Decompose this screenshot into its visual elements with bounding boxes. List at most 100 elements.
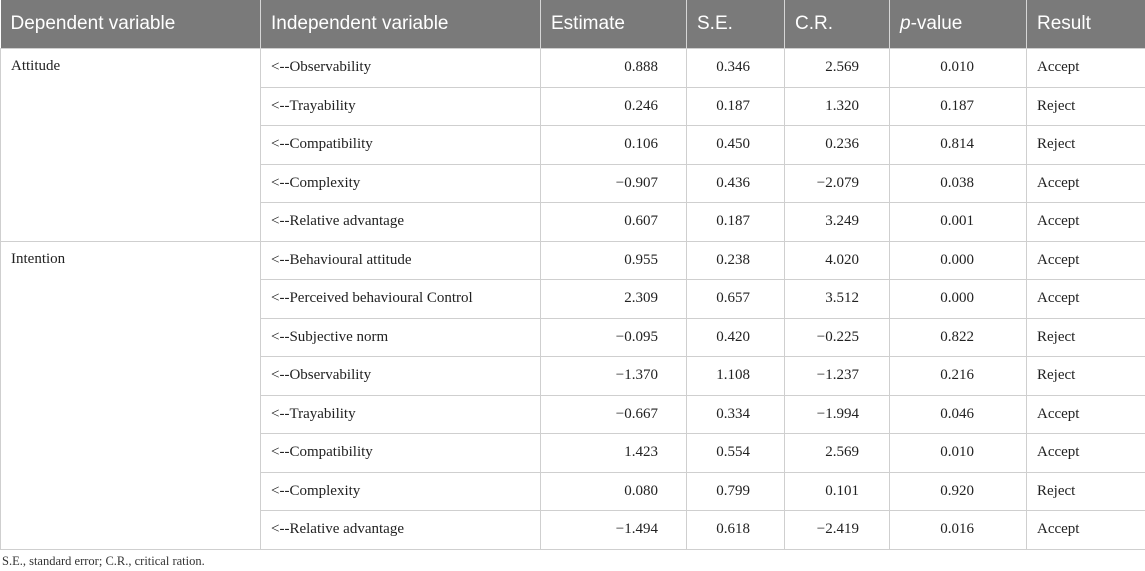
table-header: Dependent variable Independent variable … — [0, 0, 1145, 49]
cr-cell: 3.512 — [784, 279, 890, 319]
header-dependent-variable: Dependent variable — [0, 0, 261, 49]
estimate-cell: 0.246 — [540, 86, 687, 126]
result-cell: Accept — [1026, 48, 1145, 88]
p-value-cell: 0.038 — [889, 163, 1027, 203]
independent-variable-cell: <--Compatibility — [260, 433, 541, 473]
independent-variable-cell: <--Perceived behavioural Control — [260, 279, 541, 319]
p-value-cell: 0.920 — [889, 471, 1027, 511]
dependent-variable-cell: Intention — [0, 240, 261, 550]
cr-cell: 3.249 — [784, 202, 890, 242]
se-cell: 0.554 — [686, 433, 785, 473]
se-cell: 0.346 — [686, 48, 785, 88]
result-cell: Reject — [1026, 356, 1145, 396]
se-cell: 0.238 — [686, 240, 785, 280]
table-row: <--Relative advantage −1.494 0.618 −2.41… — [1, 510, 1145, 550]
p-value-cell: 0.010 — [889, 48, 1027, 88]
cr-cell: −2.419 — [784, 510, 890, 550]
header-p-value: p-value — [889, 0, 1027, 49]
se-cell: 0.799 — [686, 471, 785, 511]
cr-cell: 1.320 — [784, 86, 890, 126]
cr-cell: 4.020 — [784, 240, 890, 280]
result-cell: Accept — [1026, 163, 1145, 203]
estimate-cell: −1.370 — [540, 356, 687, 396]
p-value-cell: 0.046 — [889, 394, 1027, 434]
header-se: S.E. — [686, 0, 785, 49]
table-row: <--Perceived behavioural Control 2.309 0… — [1, 279, 1145, 319]
result-cell: Accept — [1026, 240, 1145, 280]
table-row: <--Trayability −0.667 0.334 −1.994 0.046… — [1, 394, 1145, 434]
p-value-cell: 0.187 — [889, 86, 1027, 126]
p-value-cell: 0.822 — [889, 317, 1027, 357]
table-row: Intention <--Behavioural attitude 0.955 … — [0, 240, 1145, 550]
table-row: <--Relative advantage 0.607 0.187 3.249 … — [1, 202, 1145, 242]
header-row: Dependent variable Independent variable … — [0, 0, 1145, 49]
cr-cell: −0.225 — [784, 317, 890, 357]
independent-variable-cell: <--Trayability — [260, 86, 541, 126]
header-independent-variable: Independent variable — [260, 0, 541, 49]
independent-variable-cell: <--Relative advantage — [260, 510, 541, 550]
result-cell: Accept — [1026, 394, 1145, 434]
independent-variable-cell: <--Observability — [260, 48, 541, 88]
header-cr: C.R. — [784, 0, 890, 49]
estimate-cell: −0.907 — [540, 163, 687, 203]
se-cell: 0.450 — [686, 125, 785, 165]
cr-cell: −1.237 — [784, 356, 890, 396]
p-value-cell: 0.016 — [889, 510, 1027, 550]
independent-variable-cell: <--Complexity — [260, 471, 541, 511]
result-cell: Reject — [1026, 86, 1145, 126]
estimate-cell: 0.607 — [540, 202, 687, 242]
se-cell: 0.618 — [686, 510, 785, 550]
header-estimate: Estimate — [540, 0, 687, 49]
table-row: <--Compatibility 0.106 0.450 0.236 0.814… — [1, 125, 1145, 165]
cr-cell: 0.236 — [784, 125, 890, 165]
header-p-suffix: -value — [910, 13, 963, 34]
result-cell: Reject — [1026, 471, 1145, 511]
cr-cell: −2.079 — [784, 163, 890, 203]
table-row: Attitude <--Observability 0.888 0.346 2.… — [0, 48, 1145, 242]
se-cell: 0.420 — [686, 317, 785, 357]
independent-variable-cell: <--Behavioural attitude — [260, 240, 541, 280]
table-row: <--Subjective norm −0.095 0.420 −0.225 0… — [1, 317, 1145, 357]
header-p-italic: p — [900, 13, 911, 34]
header-result: Result — [1026, 0, 1145, 49]
cr-cell: 0.101 — [784, 471, 890, 511]
dependent-variable-cell: Attitude — [0, 48, 261, 242]
se-cell: 0.334 — [686, 394, 785, 434]
result-cell: Reject — [1026, 317, 1145, 357]
result-cell: Accept — [1026, 279, 1145, 319]
result-cell: Accept — [1026, 510, 1145, 550]
p-value-cell: 0.000 — [889, 240, 1027, 280]
p-value-cell: 0.814 — [889, 125, 1027, 165]
se-cell: 0.657 — [686, 279, 785, 319]
estimate-cell: 0.955 — [540, 240, 687, 280]
se-cell: 0.187 — [686, 86, 785, 126]
estimate-cell: −1.494 — [540, 510, 687, 550]
independent-variable-cell: <--Compatibility — [260, 125, 541, 165]
table-row: <--Compatibility 1.423 0.554 2.569 0.010… — [1, 433, 1145, 473]
estimate-cell: 0.106 — [540, 125, 687, 165]
result-cell: Reject — [1026, 125, 1145, 165]
se-cell: 1.108 — [686, 356, 785, 396]
table-row: <--Complexity 0.080 0.799 0.101 0.920 Re… — [1, 471, 1145, 511]
estimate-cell: 0.080 — [540, 471, 687, 511]
independent-variable-cell: <--Trayability — [260, 394, 541, 434]
cr-cell: −1.994 — [784, 394, 890, 434]
result-cell: Accept — [1026, 202, 1145, 242]
estimate-cell: −0.095 — [540, 317, 687, 357]
se-cell: 0.436 — [686, 163, 785, 203]
se-cell: 0.187 — [686, 202, 785, 242]
independent-variable-cell: <--Complexity — [260, 163, 541, 203]
cr-cell: 2.569 — [784, 433, 890, 473]
estimate-cell: 2.309 — [540, 279, 687, 319]
independent-variable-cell: <--Relative advantage — [260, 202, 541, 242]
p-value-cell: 0.216 — [889, 356, 1027, 396]
estimate-cell: 1.423 — [540, 433, 687, 473]
table-footnote: S.E., standard error; C.R., critical rat… — [2, 554, 205, 568]
result-cell: Accept — [1026, 433, 1145, 473]
table-row: <--Complexity −0.907 0.436 −2.079 0.038 … — [1, 163, 1145, 203]
results-table: Dependent variable Independent variable … — [0, 0, 1145, 550]
table-row: <--Trayability 0.246 0.187 1.320 0.187 R… — [1, 86, 1145, 126]
cr-cell: 2.569 — [784, 48, 890, 88]
independent-variable-cell: <--Observability — [260, 356, 541, 396]
p-value-cell: 0.010 — [889, 433, 1027, 473]
